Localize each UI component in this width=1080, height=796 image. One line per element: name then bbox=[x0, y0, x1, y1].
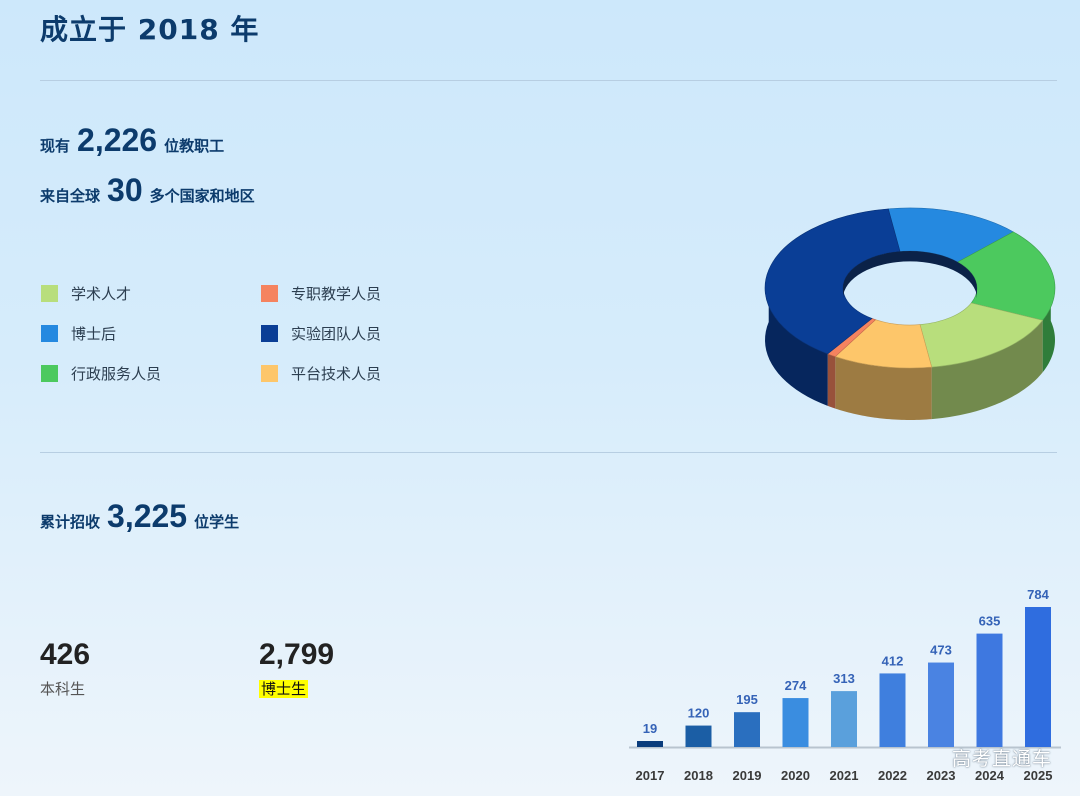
bar bbox=[928, 662, 954, 747]
bar-value-label: 274 bbox=[785, 678, 807, 693]
students-number: 3,225 bbox=[107, 498, 188, 534]
legend-swatch bbox=[261, 285, 278, 302]
x-tick-label: 2023 bbox=[927, 768, 956, 783]
origin-prefix: 来自全球 bbox=[40, 187, 101, 205]
students-prefix: 累计招收 bbox=[40, 513, 101, 531]
x-tick-label: 2022 bbox=[878, 768, 907, 783]
bar bbox=[637, 741, 663, 747]
legend-label: 平台技术人员 bbox=[291, 365, 382, 383]
bar-value-label: 313 bbox=[833, 671, 855, 686]
undergrad-count: 426 bbox=[40, 638, 91, 671]
donut-side bbox=[835, 356, 932, 420]
legend-swatch bbox=[261, 325, 278, 342]
x-tick-label: 2025 bbox=[1024, 768, 1053, 783]
legend-label: 博士后 bbox=[71, 325, 117, 343]
undergrad-label: 本科生 bbox=[40, 680, 86, 698]
legend-label: 实验团队人员 bbox=[291, 325, 382, 343]
legend-swatch bbox=[261, 365, 278, 382]
origin-suffix: 多个国家和地区 bbox=[149, 187, 255, 205]
origin-number: 30 bbox=[107, 172, 143, 208]
bar-value-label: 195 bbox=[736, 692, 758, 707]
students-line: 累计招收 3,225 位学生 bbox=[40, 498, 239, 535]
legend-swatch bbox=[41, 365, 58, 382]
phd-label: 博士生 bbox=[259, 680, 309, 698]
divider-middle bbox=[40, 452, 1057, 453]
bar-value-label: 784 bbox=[1027, 587, 1049, 602]
bar-value-label: 635 bbox=[979, 614, 1001, 629]
bar bbox=[831, 691, 857, 747]
enrollment-bar-chart: 19 2017 120 2018 195 2019 274 2020 313 2021 412 202… bbox=[629, 587, 1061, 783]
staff-suffix: 位教职工 bbox=[164, 137, 225, 155]
bar bbox=[782, 698, 809, 747]
divider-top bbox=[40, 80, 1057, 81]
bar bbox=[879, 673, 906, 747]
legend-label: 专职教学人员 bbox=[291, 285, 382, 303]
staff-origin-line: 来自全球 30 多个国家和地区 bbox=[40, 172, 255, 209]
legend-item: 学术人才 bbox=[41, 283, 131, 304]
legend-item: 平台技术人员 bbox=[261, 363, 381, 384]
undergrad-block: 426 本科生 bbox=[40, 638, 90, 699]
bar-value-label: 473 bbox=[930, 643, 952, 658]
legend-label: 行政服务人员 bbox=[71, 365, 162, 383]
legend-item: 博士后 bbox=[41, 323, 116, 344]
legend-item: 专职教学人员 bbox=[261, 283, 381, 304]
bar-value-label: 19 bbox=[643, 721, 657, 736]
watermark: 高考直通车 bbox=[951, 748, 1052, 770]
bar bbox=[734, 712, 760, 747]
bar bbox=[1025, 607, 1051, 747]
bar bbox=[685, 725, 712, 747]
x-tick-label: 2020 bbox=[781, 768, 810, 783]
x-tick-label: 2024 bbox=[975, 768, 1005, 783]
legend-item: 行政服务人员 bbox=[41, 363, 161, 384]
x-tick-label: 2017 bbox=[636, 768, 665, 783]
legend-swatch bbox=[41, 325, 58, 342]
staff-number: 2,226 bbox=[77, 122, 158, 158]
page-title: 成立于 2018 年 bbox=[40, 13, 260, 46]
donut-inner-wall bbox=[843, 251, 977, 299]
donut-slice bbox=[919, 302, 1044, 368]
staff-prefix: 现有 bbox=[40, 137, 71, 155]
legend-label: 学术人才 bbox=[71, 285, 132, 303]
legend-swatch bbox=[41, 285, 58, 302]
staff-count-line: 现有 2,226 位教职工 bbox=[40, 122, 224, 159]
students-suffix: 位学生 bbox=[194, 513, 240, 531]
phd-count: 2,799 bbox=[259, 638, 335, 671]
x-tick-label: 2021 bbox=[830, 768, 859, 783]
x-tick-label: 2019 bbox=[733, 768, 762, 783]
donut-side bbox=[827, 353, 836, 409]
staff-donut-chart bbox=[764, 207, 1056, 420]
bar bbox=[976, 633, 1003, 747]
phd-block: 2,799 博士生 bbox=[259, 638, 334, 699]
bar-value-label: 120 bbox=[688, 706, 710, 721]
legend-item: 实验团队人员 bbox=[261, 323, 381, 344]
donut-side bbox=[931, 320, 1043, 420]
x-tick-label: 2018 bbox=[684, 768, 713, 783]
bar-value-label: 412 bbox=[882, 653, 904, 668]
